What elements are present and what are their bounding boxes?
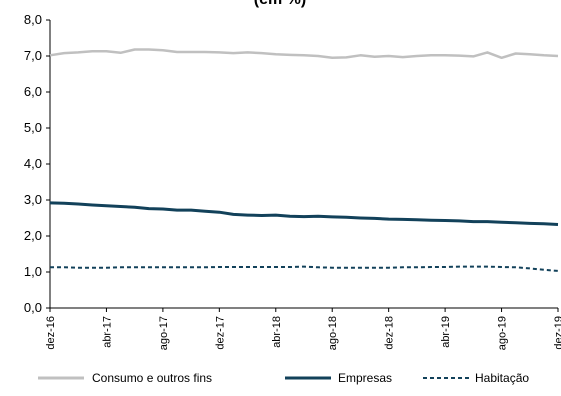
legend-label: Consumo e outros fins — [92, 371, 212, 385]
legend-label: Empresas — [338, 371, 392, 385]
chart-title: (em %) — [254, 0, 306, 8]
y-tick-label: 0,0 — [24, 300, 42, 315]
x-tick-label: ago-19 — [497, 316, 509, 350]
x-tick-label: abr-18 — [271, 316, 283, 348]
legend: Consumo e outros fins Empresas Habitação — [38, 371, 529, 385]
y-tick-label: 1,0 — [24, 264, 42, 279]
y-tick-label: 7,0 — [24, 48, 42, 63]
series-line-habitacao — [50, 265, 559, 272]
series-layer — [49, 48, 559, 272]
y-tick-label: 3,0 — [24, 192, 42, 207]
x-tick-label: dez-19 — [553, 316, 561, 350]
x-axis: dez-16 abr-17 ago-17 dez-17 abr-18 ago-18 dez-… — [45, 307, 561, 350]
x-tick-label: dez-17 — [214, 316, 226, 350]
y-tick-label: 4,0 — [24, 156, 42, 171]
y-tick-label: 5,0 — [24, 120, 42, 135]
series-line-empresas — [49, 201, 559, 226]
x-tick-label: abr-17 — [101, 316, 113, 348]
y-tick-label: 2,0 — [24, 228, 42, 243]
y-axis: 0,0 1,0 2,0 3,0 4,0 5,0 6,0 7,0 8,0 — [24, 12, 51, 315]
x-tick-label: dez-16 — [45, 316, 57, 350]
x-tick-label: ago-18 — [327, 316, 339, 350]
x-tick-label: dez-18 — [384, 316, 396, 350]
legend-label: Habitação — [475, 371, 529, 385]
y-tick-label: 6,0 — [24, 84, 42, 99]
x-tick-label: abr-19 — [440, 316, 452, 348]
y-tick-label: 8,0 — [24, 12, 42, 27]
x-tick-label: ago-17 — [158, 316, 170, 350]
series-line-consumo-e-outros-fins — [49, 48, 559, 60]
